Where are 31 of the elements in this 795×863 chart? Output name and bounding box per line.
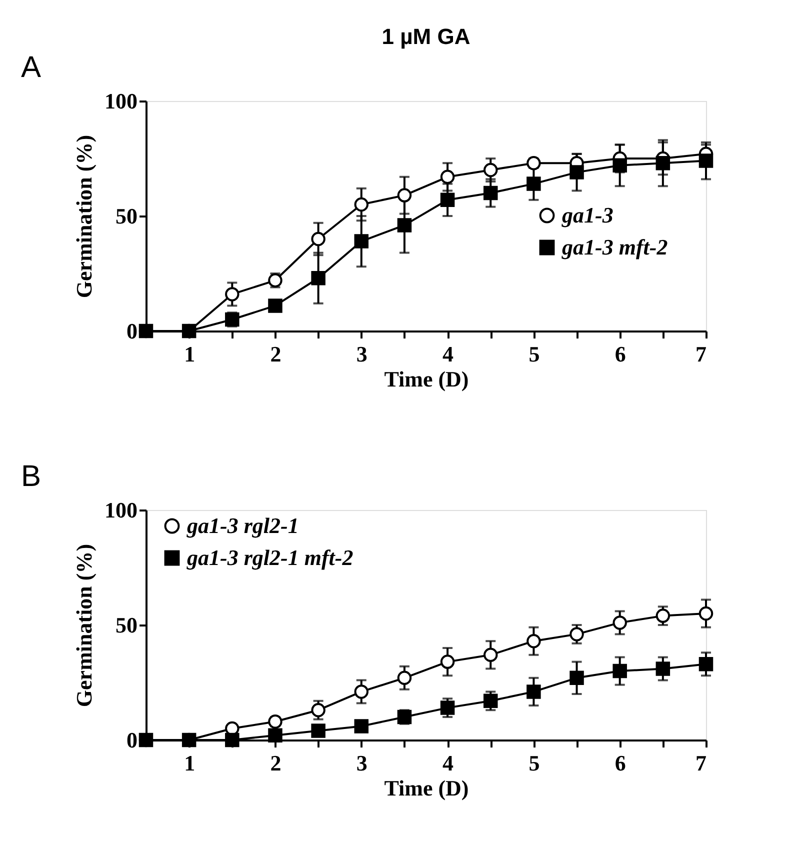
x-tick-label: 6: [614, 750, 626, 776]
x-tick-label: 7: [696, 750, 706, 776]
x-tick-label: 3: [356, 750, 368, 776]
text: A: [21, 51, 42, 84]
x-tick-label: 3: [356, 342, 368, 366]
legend-label: ga1-3 rgl2-1: [186, 513, 299, 538]
x-tick-label: 5: [528, 750, 540, 776]
y-tick-label: 0: [126, 728, 138, 752]
y-axis-title: Germination (%): [72, 544, 96, 708]
x-tick-label: 1: [184, 342, 196, 366]
x-tick-label: 4: [442, 342, 454, 366]
legend-label: ga1-3 rgl2-1 mft-2: [186, 545, 354, 570]
y-tick-label: 0: [126, 318, 138, 344]
legend-label: ga1-3 mft-2: [561, 234, 668, 260]
y-tick-label: 100: [104, 88, 138, 114]
y-tick-label: 50: [116, 612, 138, 638]
text: B: [21, 460, 42, 493]
x-axis-title: Time (D): [384, 366, 469, 392]
x-tick-label: 2: [270, 750, 282, 776]
x-tick-label: 4: [442, 750, 454, 776]
legend-label: ga1-3: [561, 202, 614, 228]
x-tick-label: 6: [614, 342, 626, 366]
chart-title: 1 µM GA: [382, 24, 470, 49]
x-tick-label: 5: [528, 342, 540, 366]
x-axis-title: Time (D): [384, 776, 469, 800]
y-tick-label: 100: [104, 498, 138, 522]
y-tick-label: 50: [116, 204, 138, 228]
y-axis-title: Germination (%): [72, 134, 96, 298]
x-tick-label: 2: [270, 342, 282, 366]
x-tick-label: 1: [184, 750, 196, 776]
x-tick-label: 7: [696, 342, 706, 366]
